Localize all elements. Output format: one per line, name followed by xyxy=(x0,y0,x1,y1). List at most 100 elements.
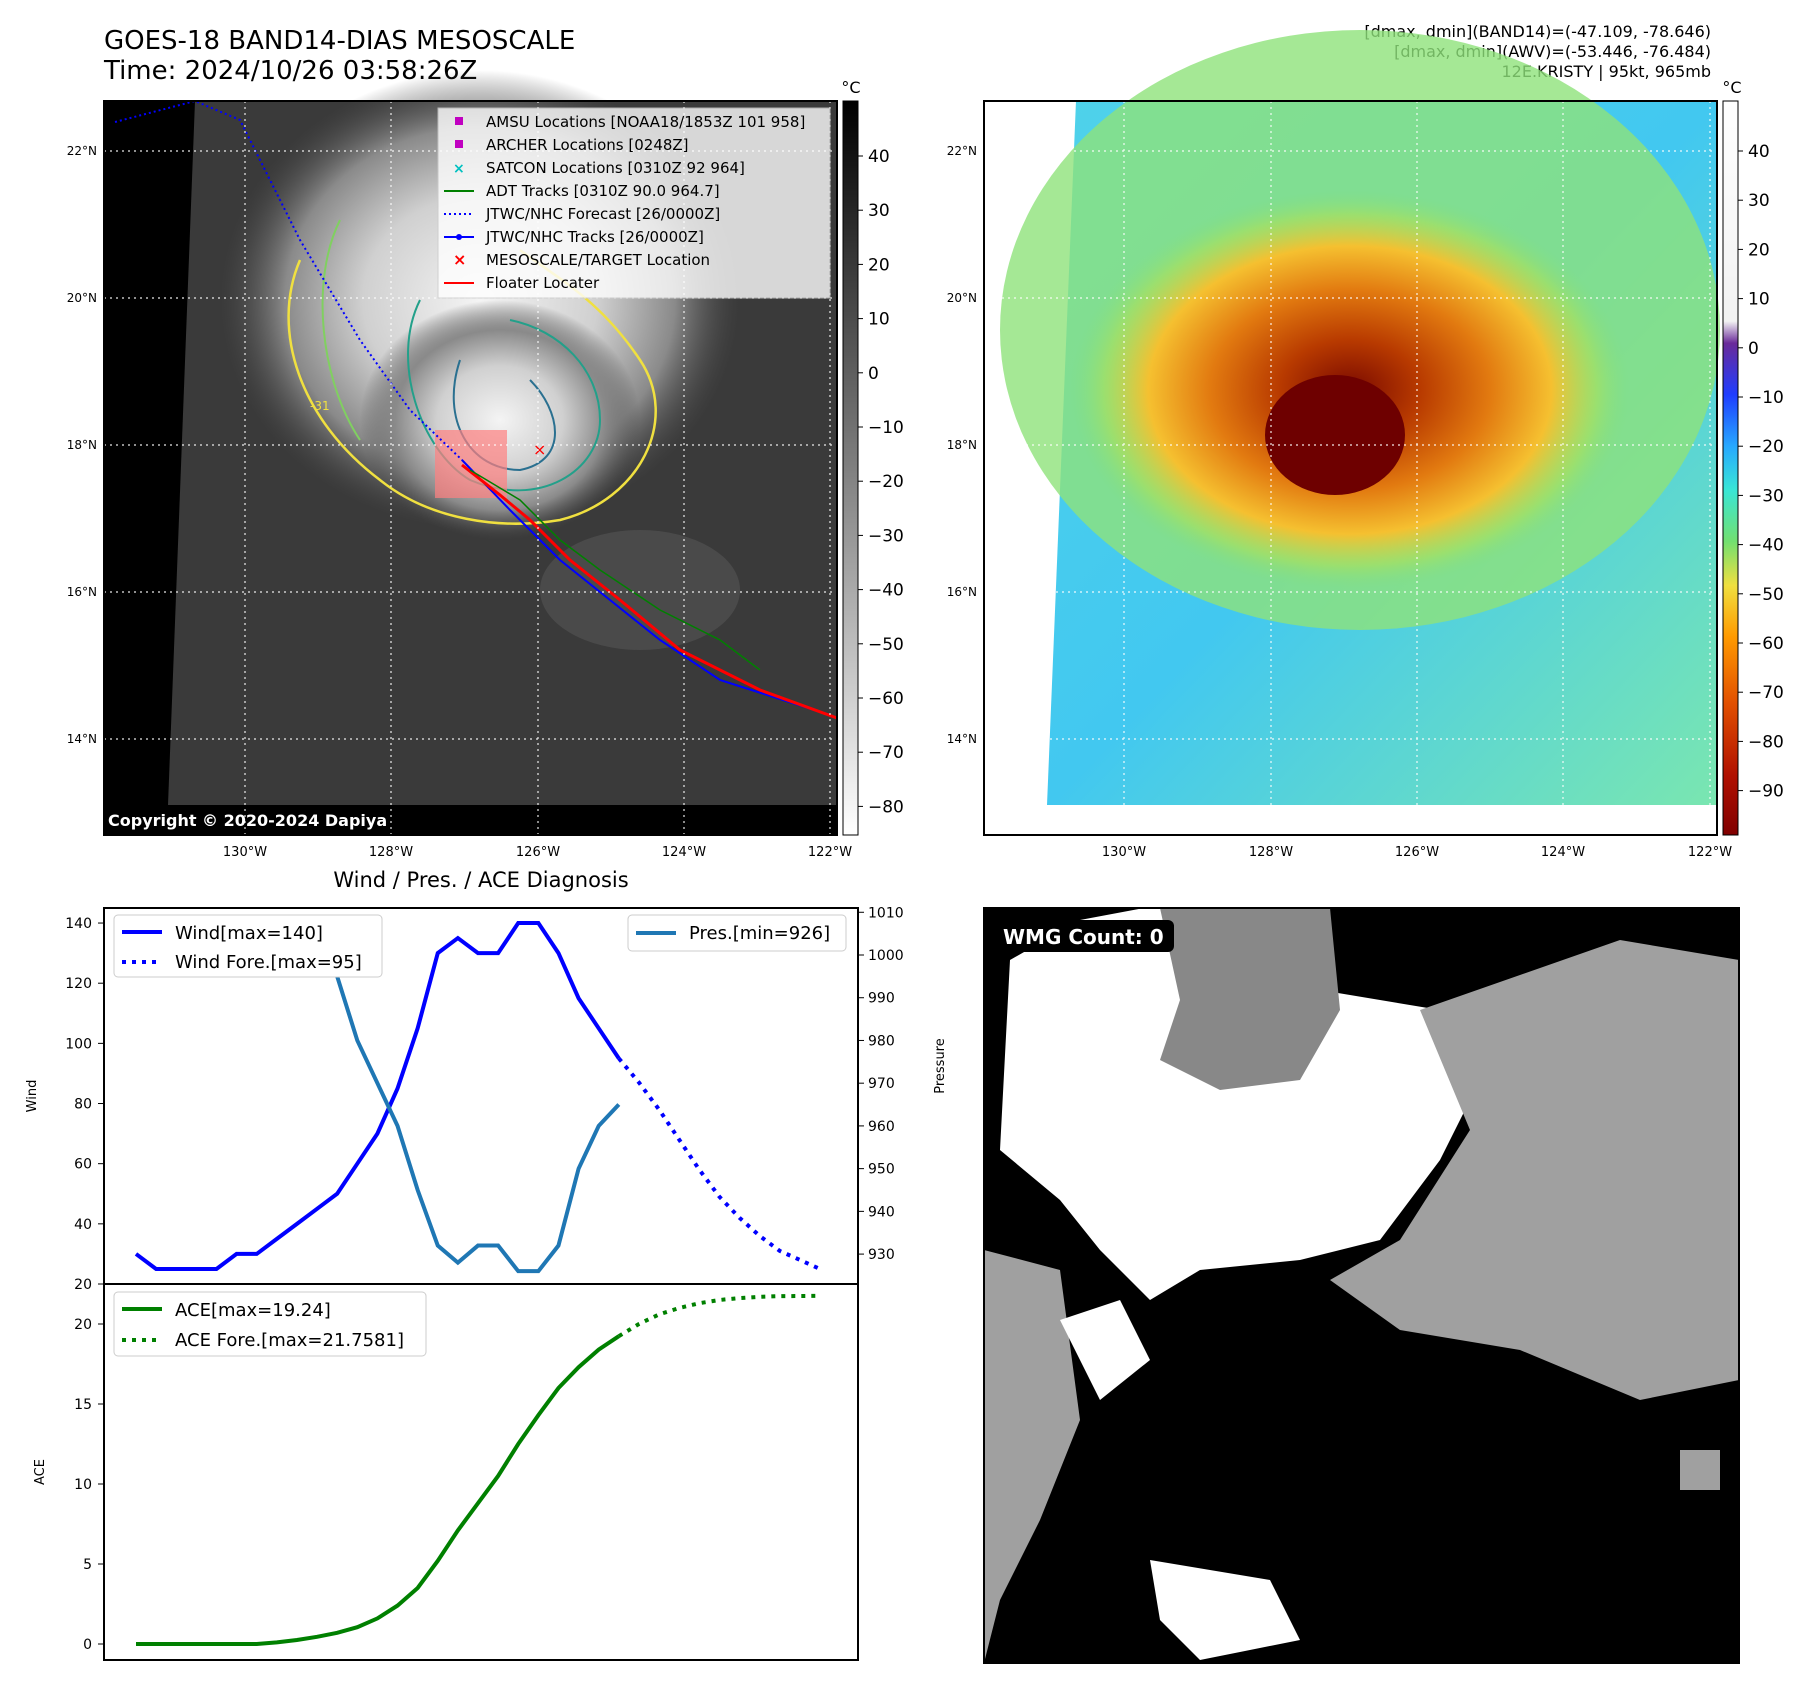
ace-ytick-label-1: 5 xyxy=(83,1557,92,1573)
pres-ytick-label-5: 980 xyxy=(868,1033,895,1049)
wv-lat-label-0: 22°N xyxy=(947,144,977,158)
ir-colorbar-tick-label-7: −30 xyxy=(868,526,904,546)
wv-lon-label-1: 128°W xyxy=(1249,845,1293,860)
wind-ytick-label-3: 80 xyxy=(74,1097,92,1113)
stats-line1: [dmax, dmin](BAND14)=(-47.109, -78.646) xyxy=(1364,22,1711,41)
wv-gridlines xyxy=(984,101,1717,835)
legend-jtwc: JTWC/NHC Tracks [26/0000Z] xyxy=(485,228,704,246)
ace-legend-label-1: ACE Fore.[max=21.7581] xyxy=(175,1330,404,1351)
legend-satcon-marker: × xyxy=(453,161,465,177)
diag-title: Wind / Pres. / ACE Diagnosis xyxy=(333,868,628,892)
ir-colorbar-tick-label-6: −20 xyxy=(868,472,904,492)
ir-lat-label-1: 20°N xyxy=(67,291,97,305)
wv-lat-label-2: 18°N xyxy=(947,438,977,452)
pres-ytick-label-6: 990 xyxy=(868,991,895,1007)
ir-colorbar-unit: °C xyxy=(841,78,860,97)
wind-pressure-chart: 20 40 60 80 100 120 140 930 940 950 960 970 980 990 10… xyxy=(25,905,948,1293)
pres-ytick-label-2: 950 xyxy=(868,1162,895,1178)
wv-colorbar-tick-label-13: −90 xyxy=(1748,782,1784,802)
wv-lat-label-3: 16°N xyxy=(947,585,977,599)
ir-colorbar-tick-label-3: 10 xyxy=(868,310,890,330)
ir-lon-label-1: 128°W xyxy=(369,845,413,860)
wv-colorbar-tick-label-12: −80 xyxy=(1748,732,1784,752)
forecast-track xyxy=(114,99,463,461)
wv-colorbar-tick-label-3: 10 xyxy=(1748,290,1770,310)
legend-target: MESOSCALE/TARGET Location xyxy=(486,251,710,269)
wv-colorbar-tick-label-6: −20 xyxy=(1748,437,1784,457)
wind-series-0 xyxy=(134,921,621,1271)
ace-ytick-label-0: 0 xyxy=(83,1637,92,1653)
ir-lat-label-4: 14°N xyxy=(67,732,97,746)
pres-ytick-label-7: 1000 xyxy=(868,948,904,964)
pres-ytick-label-4: 970 xyxy=(868,1076,895,1092)
copyright-text: Copyright © 2020-2024 Dapiya xyxy=(108,811,387,830)
wv-lon-label-0: 130°W xyxy=(1102,845,1146,860)
jtwc-track xyxy=(461,459,831,716)
pres-ytick-label-0: 930 xyxy=(868,1247,895,1263)
ir-colorbar-tick-label-10: −60 xyxy=(868,689,904,709)
ir-colorbar-tick-label-1: 30 xyxy=(868,201,890,221)
ir-colorbar-tick-label-5: −10 xyxy=(868,418,904,438)
wind-legend-label-1: Wind Fore.[max=95] xyxy=(175,952,362,973)
wv-lat-label-4: 14°N xyxy=(947,732,977,746)
wv-lat-label-1: 20°N xyxy=(947,291,977,305)
legend-amsu-marker xyxy=(455,117,463,125)
legend-forecast: JTWC/NHC Forecast [26/0000Z] xyxy=(485,205,720,223)
ir-colorbar-tick-label-8: −40 xyxy=(868,581,904,601)
ace-legend-box xyxy=(113,1291,427,1357)
stats-line3: 12E.KRISTY | 95kt, 965mb xyxy=(1501,62,1712,81)
pres-ytick-label-3: 960 xyxy=(868,1119,895,1135)
wind-ylabel: Wind xyxy=(25,1080,40,1113)
ir-lon-label-4: 122°W xyxy=(808,845,852,860)
wv-colorbar-tick-label-7: −30 xyxy=(1748,486,1784,506)
pres-ytick-label-1: 940 xyxy=(868,1204,895,1220)
ir-colorbar-tick-label-2: 20 xyxy=(868,255,890,275)
legend-amsu: AMSU Locations [NOAA18/1853Z 101 958] xyxy=(486,113,805,131)
contour-label: -31 xyxy=(310,399,330,413)
pres-legend-box xyxy=(627,914,847,952)
wv-colorbar-tick-label-0: 40 xyxy=(1748,142,1770,162)
adt-track xyxy=(469,469,761,671)
legend-archer: ARCHER Locations [0248Z] xyxy=(486,136,689,154)
wv-colorbar-tick-label-11: −70 xyxy=(1748,683,1784,703)
figure-title: GOES-18 BAND14-DIAS MESOSCALE Time: 2024/… xyxy=(104,26,575,86)
wind-series-1 xyxy=(617,1057,821,1271)
wind-ytick-label-1: 40 xyxy=(74,1217,92,1233)
ir-legend: AMSU Locations [NOAA18/1853Z 101 958] AR… xyxy=(437,107,831,299)
wind-ytick-label-0: 20 xyxy=(74,1277,92,1293)
wv-colorbar-tick-label-8: −40 xyxy=(1748,536,1784,556)
ir-lon-label-0: 130°W xyxy=(223,845,267,860)
ace-ytick-label-4: 20 xyxy=(74,1317,92,1333)
legend-archer-marker xyxy=(455,140,463,148)
wv-colorbar-tick-label-1: 30 xyxy=(1748,191,1770,211)
ir-colorbar: °C 40 30 20 10 0 −10 −20 −30 −40 −50 −60 −70 −80 xyxy=(841,78,904,836)
ir-colorbar-tick-label-11: −70 xyxy=(868,743,904,763)
floater-track xyxy=(461,463,838,720)
ace-legend-label-0: ACE[max=19.24] xyxy=(175,1300,331,1321)
wv-satellite-image xyxy=(983,30,1720,836)
wind-ytick-label-4: 100 xyxy=(65,1036,92,1052)
wv-colorbar: °C 40 30 20 10 0 −10 −20 −30 −40 −50 −60 −70 −80 −90 xyxy=(1722,78,1784,836)
target-x-marker: × xyxy=(533,440,546,459)
ace-ytick-label-2: 10 xyxy=(74,1477,92,1493)
wv-colorbar-tick-label-2: 20 xyxy=(1748,240,1770,260)
wv-colorbar-unit: °C xyxy=(1722,78,1741,97)
wind-ytick-label-6: 140 xyxy=(65,916,92,932)
wmg-count-text: WMG Count: 0 xyxy=(1003,925,1164,949)
wv-colorbar-tick-label-9: −50 xyxy=(1748,585,1784,605)
ir-lat-label-2: 18°N xyxy=(67,438,97,452)
wv-lon-label-4: 122°W xyxy=(1688,845,1732,860)
ace-ytick-label-3: 15 xyxy=(74,1397,92,1413)
ir-lat-label-3: 16°N xyxy=(67,585,97,599)
wind-ytick-label-5: 120 xyxy=(65,976,92,992)
wmg-map xyxy=(983,905,1740,1664)
pres-legend-label: Pres.[min=926] xyxy=(689,923,830,944)
pres-ylabel: Pressure xyxy=(933,1038,948,1094)
ir-colorbar-tick-label-12: −80 xyxy=(868,797,904,817)
title-line1: GOES-18 BAND14-DIAS MESOSCALE xyxy=(104,26,576,56)
legend-jtwc-marker xyxy=(444,234,474,240)
pres-ytick-label-8: 1010 xyxy=(868,905,904,921)
legend-satcon: SATCON Locations [0310Z 92 964] xyxy=(486,159,745,177)
ir-lon-label-2: 126°W xyxy=(516,845,560,860)
